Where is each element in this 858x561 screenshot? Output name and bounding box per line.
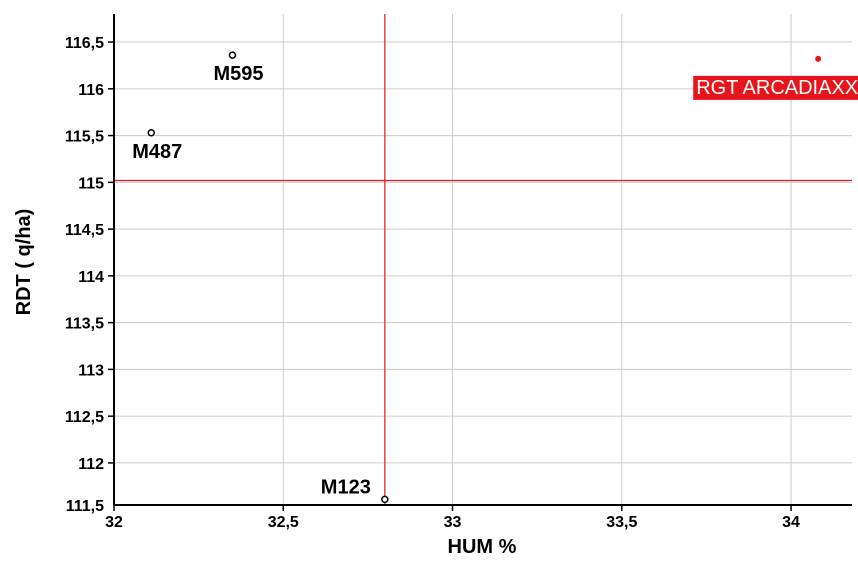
- reference-lines: [114, 14, 852, 505]
- y-tick-label: 114: [78, 269, 104, 286]
- data-point-label: M123: [321, 476, 371, 498]
- x-tick-label: 32: [105, 514, 123, 531]
- point-labels: M595 M487 M123 RGT ARCADIAXX: [132, 63, 858, 498]
- data-point-label: M595: [213, 63, 263, 85]
- y-tick-label: 111,5: [66, 498, 104, 515]
- x-tick-label: 32,5: [268, 514, 299, 531]
- x-tick-label: 34: [782, 514, 800, 531]
- data-point-highlight: [815, 55, 822, 62]
- x-axis-title: HUM %: [448, 536, 517, 558]
- y-tick-label: 113,5: [65, 316, 104, 333]
- data-point: [147, 129, 155, 137]
- y-tick-label: 112: [78, 456, 104, 473]
- axes: [108, 14, 852, 511]
- y-tick-label: 113: [78, 362, 104, 379]
- y-tick-label: 116: [78, 82, 104, 99]
- tick-labels: 32 32,5 33 33,5 34 111,5 112 112,5 113 113,5 114 11…: [65, 35, 800, 531]
- y-tick-label: 112,5: [65, 409, 104, 426]
- highlight-label-background: [693, 75, 858, 100]
- y-axis-title: RDT ( q/ha): [13, 209, 35, 316]
- x-tick-label: 33: [444, 514, 462, 531]
- highlight-label-text: RGT ARCADIAXX: [696, 77, 858, 99]
- data-points: [147, 51, 822, 504]
- y-tick-label: 116,5: [65, 35, 104, 52]
- y-tick-label: 115,5: [65, 129, 104, 146]
- y-tick-label: 114,5: [65, 222, 104, 239]
- data-point-label: M487: [132, 141, 182, 163]
- data-point: [228, 51, 237, 59]
- y-tick-label: 115: [78, 175, 104, 192]
- x-tick-label: 33,5: [606, 514, 637, 531]
- data-point: [381, 495, 389, 504]
